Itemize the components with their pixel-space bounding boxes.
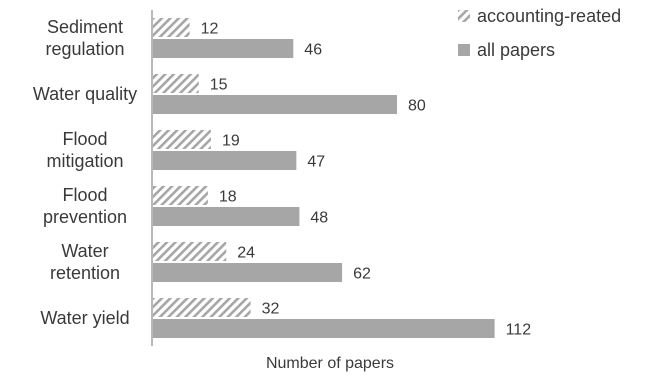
data-label: 24	[237, 245, 255, 262]
category-label: Water quality	[33, 84, 137, 104]
category-label: Flood	[62, 185, 107, 205]
category-label: prevention	[43, 207, 127, 227]
bar-all-papers	[153, 207, 300, 226]
bar-all-papers	[153, 263, 343, 282]
category-label: regulation	[45, 39, 124, 59]
category-label: Water yield	[40, 308, 129, 328]
legend-swatch	[458, 44, 470, 56]
bar-accounting-reated	[153, 74, 199, 93]
bar-accounting-reated	[153, 130, 211, 149]
bar-all-papers	[153, 39, 294, 58]
data-label: 18	[219, 189, 237, 206]
data-label: 32	[262, 301, 280, 318]
category-label: retention	[50, 263, 120, 283]
bar-all-papers	[153, 151, 297, 170]
category-label: Sediment	[47, 17, 123, 37]
category-label: Water	[61, 241, 108, 261]
bar-accounting-reated	[153, 298, 251, 317]
data-label: 46	[304, 42, 322, 59]
bars-layer	[153, 18, 495, 338]
data-label: 19	[222, 133, 240, 150]
bar-accounting-reated	[153, 18, 190, 37]
data-label: 62	[353, 266, 371, 283]
bar-accounting-reated	[153, 242, 227, 261]
legend-label: accounting-reated	[477, 6, 621, 26]
x-axis-title: Number of papers	[266, 355, 394, 372]
data-label: 112	[506, 322, 532, 339]
category-label: mitigation	[46, 151, 123, 171]
data-label: 47	[307, 154, 325, 171]
legend-label: all papers	[477, 40, 555, 60]
data-label: 12	[201, 21, 219, 38]
legend-swatch	[458, 10, 470, 22]
data-label: 80	[408, 98, 426, 115]
bar-all-papers	[153, 95, 397, 114]
legend: accounting-reated all papers	[458, 6, 621, 60]
category-label: Flood	[62, 129, 107, 149]
data-label: 15	[210, 77, 228, 94]
bar-accounting-reated	[153, 186, 208, 205]
bar-all-papers	[153, 319, 495, 338]
data-label: 48	[310, 210, 328, 227]
